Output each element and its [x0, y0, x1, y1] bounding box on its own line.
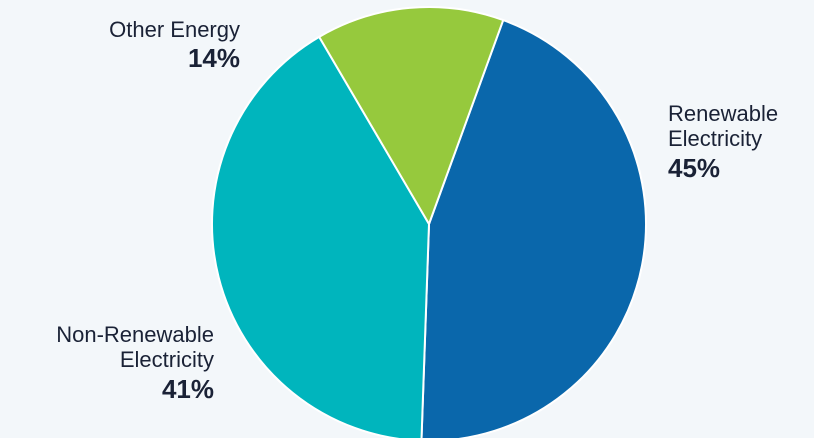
slice-name-line: Electricity — [668, 126, 763, 152]
slice-value-label: 41% — [161, 373, 214, 404]
pie-slice-non-renewable-electricity — [211, 35, 430, 438]
slice-label-non-renewable-electricity: Non-Renewable Electricity 41% — [56, 322, 214, 404]
slice-label-renewable-electricity: Renewable Electricity 45% — [668, 101, 778, 183]
slice-name-line: Electricity — [119, 347, 214, 373]
slice-name-line: Other Energy — [109, 17, 240, 42]
slice-value-label: 14% — [187, 43, 240, 74]
slice-name-line: Non-Renewable — [56, 322, 214, 347]
slice-name-line: Renewable — [668, 101, 779, 126]
slice-value-label: 45% — [668, 152, 721, 183]
pie-slice-renewable-electricity — [420, 19, 647, 438]
pie-slices — [211, 6, 647, 438]
pie-slice-other-energy — [318, 6, 505, 225]
slice-label-other-energy: Other Energy 14% — [109, 17, 240, 74]
